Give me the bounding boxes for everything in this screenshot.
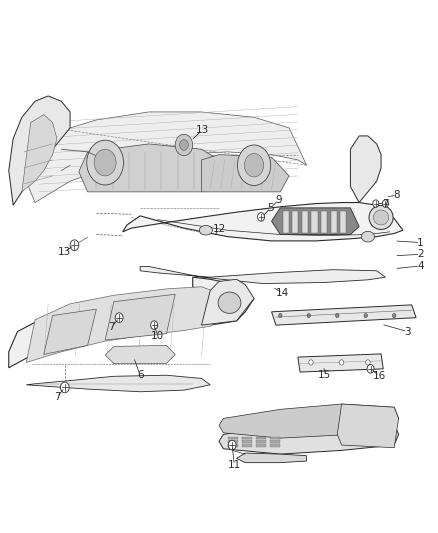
Circle shape: [307, 313, 311, 318]
Polygon shape: [26, 375, 210, 392]
Text: 7: 7: [108, 322, 115, 332]
Polygon shape: [272, 305, 416, 325]
Circle shape: [309, 360, 313, 365]
Circle shape: [115, 313, 123, 322]
Bar: [242, 437, 252, 439]
Text: 7: 7: [53, 392, 60, 402]
Bar: [270, 440, 280, 443]
Text: 8: 8: [393, 190, 400, 200]
Bar: [228, 444, 238, 447]
Polygon shape: [331, 211, 337, 233]
Bar: [228, 440, 238, 443]
Ellipse shape: [361, 231, 374, 242]
Circle shape: [373, 200, 379, 207]
Polygon shape: [298, 354, 383, 372]
Circle shape: [180, 140, 188, 150]
Polygon shape: [123, 203, 403, 241]
Polygon shape: [201, 155, 289, 192]
Text: 13: 13: [196, 125, 209, 135]
Polygon shape: [9, 277, 254, 368]
Text: 13: 13: [58, 247, 71, 256]
Circle shape: [151, 321, 158, 329]
Circle shape: [364, 313, 367, 318]
Polygon shape: [26, 287, 228, 362]
Text: 12: 12: [212, 224, 226, 234]
Bar: [228, 437, 238, 439]
Polygon shape: [219, 404, 399, 438]
Polygon shape: [337, 404, 399, 448]
Text: 14: 14: [276, 288, 289, 298]
Circle shape: [382, 200, 389, 207]
Polygon shape: [79, 144, 228, 192]
Text: 15: 15: [318, 370, 331, 379]
Polygon shape: [272, 208, 359, 235]
Circle shape: [366, 360, 370, 365]
Polygon shape: [237, 453, 307, 463]
Polygon shape: [292, 211, 298, 233]
Ellipse shape: [373, 210, 389, 225]
Polygon shape: [302, 211, 308, 233]
Text: 7: 7: [382, 199, 389, 208]
Polygon shape: [219, 421, 399, 454]
Polygon shape: [105, 345, 175, 364]
Polygon shape: [140, 266, 385, 284]
Polygon shape: [283, 211, 289, 233]
Text: 2: 2: [417, 249, 424, 259]
Text: 1: 1: [417, 238, 424, 247]
Text: 10: 10: [151, 331, 164, 341]
Circle shape: [60, 382, 69, 393]
Text: 3: 3: [404, 327, 411, 336]
Ellipse shape: [369, 205, 393, 229]
Circle shape: [70, 240, 79, 251]
Circle shape: [336, 313, 339, 318]
Polygon shape: [201, 279, 254, 325]
Polygon shape: [105, 294, 175, 340]
Polygon shape: [44, 309, 96, 354]
Text: 6: 6: [137, 370, 144, 380]
Bar: [242, 444, 252, 447]
Circle shape: [367, 365, 374, 373]
Polygon shape: [350, 136, 381, 203]
Ellipse shape: [199, 225, 212, 235]
Polygon shape: [321, 211, 327, 233]
Circle shape: [258, 213, 265, 221]
Bar: [270, 437, 280, 439]
Circle shape: [228, 440, 236, 450]
Text: 11: 11: [228, 461, 241, 470]
Circle shape: [94, 149, 116, 176]
Bar: [256, 440, 266, 443]
Polygon shape: [22, 115, 57, 192]
Polygon shape: [311, 211, 318, 233]
Polygon shape: [26, 112, 307, 203]
Bar: [256, 444, 266, 447]
Text: 9: 9: [275, 195, 282, 205]
Text: 16: 16: [373, 371, 386, 381]
Circle shape: [392, 313, 396, 318]
Bar: [242, 440, 252, 443]
Circle shape: [339, 360, 344, 365]
Circle shape: [175, 134, 193, 156]
Circle shape: [279, 313, 282, 318]
Text: 5: 5: [267, 203, 274, 213]
Polygon shape: [340, 211, 346, 233]
Circle shape: [87, 140, 124, 185]
Circle shape: [244, 154, 264, 177]
Text: 4: 4: [417, 261, 424, 271]
Bar: [270, 444, 280, 447]
Bar: [256, 437, 266, 439]
Polygon shape: [9, 96, 70, 205]
Circle shape: [237, 145, 271, 185]
Ellipse shape: [218, 292, 241, 313]
